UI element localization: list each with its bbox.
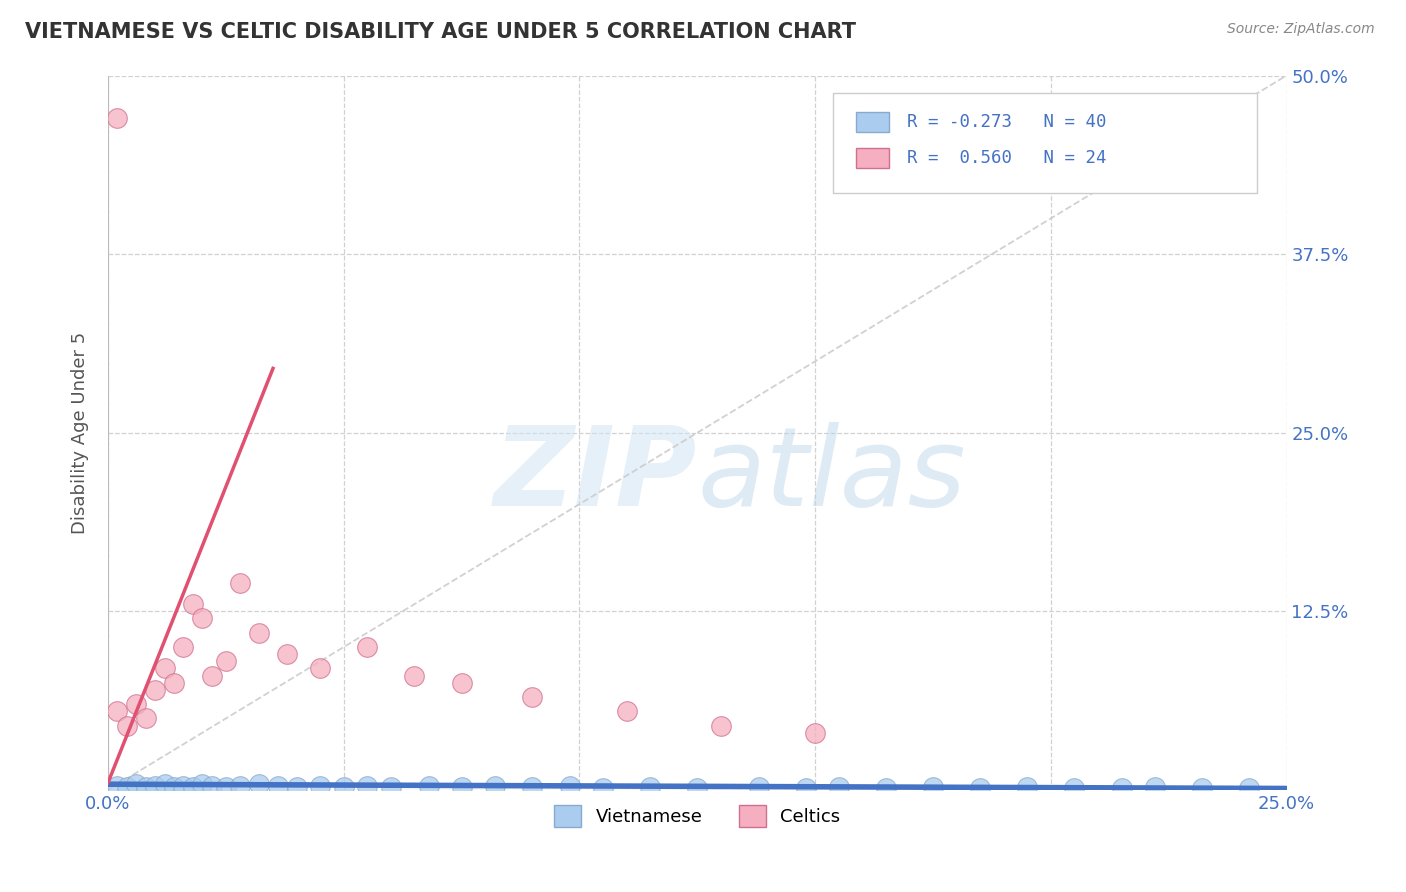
Point [181,780,204,794]
Point [172,779,194,793]
Point [522,780,544,794]
Point [172,640,194,654]
Point [592,781,614,796]
Point [143,682,166,697]
Point [285,780,308,794]
Point [309,661,332,675]
Point [616,704,638,718]
Point [163,675,186,690]
Point [969,781,991,796]
Point [748,780,770,794]
Point [181,597,204,611]
Point [135,711,157,725]
Point [135,780,157,794]
Point [201,668,224,682]
Point [143,779,166,793]
Point [309,779,332,793]
Point [558,779,581,793]
Point [125,777,148,791]
Point [875,781,897,796]
Point [484,779,506,793]
Point [247,777,270,791]
Text: R =  0.560   N = 24: R = 0.560 N = 24 [907,149,1107,167]
Text: Source: ZipAtlas.com: Source: ZipAtlas.com [1227,22,1375,37]
Point [201,779,224,793]
Point [107,112,129,126]
Point [804,725,827,739]
Point [115,780,138,794]
Point [380,780,402,794]
Point [267,779,290,793]
Point [153,777,176,791]
Point [356,640,378,654]
Point [107,704,129,718]
Point [522,690,544,704]
Point [450,780,472,794]
Point [922,780,945,794]
Point [1017,780,1039,794]
Point [215,654,238,668]
Point [404,668,426,682]
Point [828,780,851,794]
Point [229,779,252,793]
Bar [856,112,890,132]
Point [247,625,270,640]
Text: atlas: atlas [697,422,966,529]
Point [276,647,298,661]
FancyBboxPatch shape [832,94,1257,194]
Point [163,780,186,794]
Point [191,611,214,625]
Point [215,780,238,794]
Point [191,777,214,791]
Point [1063,781,1085,796]
Point [686,781,709,796]
Y-axis label: Disability Age Under 5: Disability Age Under 5 [72,332,89,533]
Bar [856,148,890,168]
Point [794,781,817,796]
Point [1143,780,1166,794]
Point [1111,781,1133,796]
Point [153,661,176,675]
Point [115,718,138,732]
Legend: Vietnamese, Celtics: Vietnamese, Celtics [547,798,848,835]
Text: VIETNAMESE VS CELTIC DISABILITY AGE UNDER 5 CORRELATION CHART: VIETNAMESE VS CELTIC DISABILITY AGE UNDE… [25,22,856,42]
Point [332,780,354,794]
Point [418,779,440,793]
Text: ZIP: ZIP [494,422,697,529]
Point [710,718,733,732]
Text: R = -0.273   N = 40: R = -0.273 N = 40 [907,113,1107,131]
Point [356,779,378,793]
Point [450,675,472,690]
Point [638,780,661,794]
Point [1191,781,1213,796]
Point [1237,781,1260,796]
Point [229,575,252,590]
Point [125,697,148,711]
Point [107,779,129,793]
